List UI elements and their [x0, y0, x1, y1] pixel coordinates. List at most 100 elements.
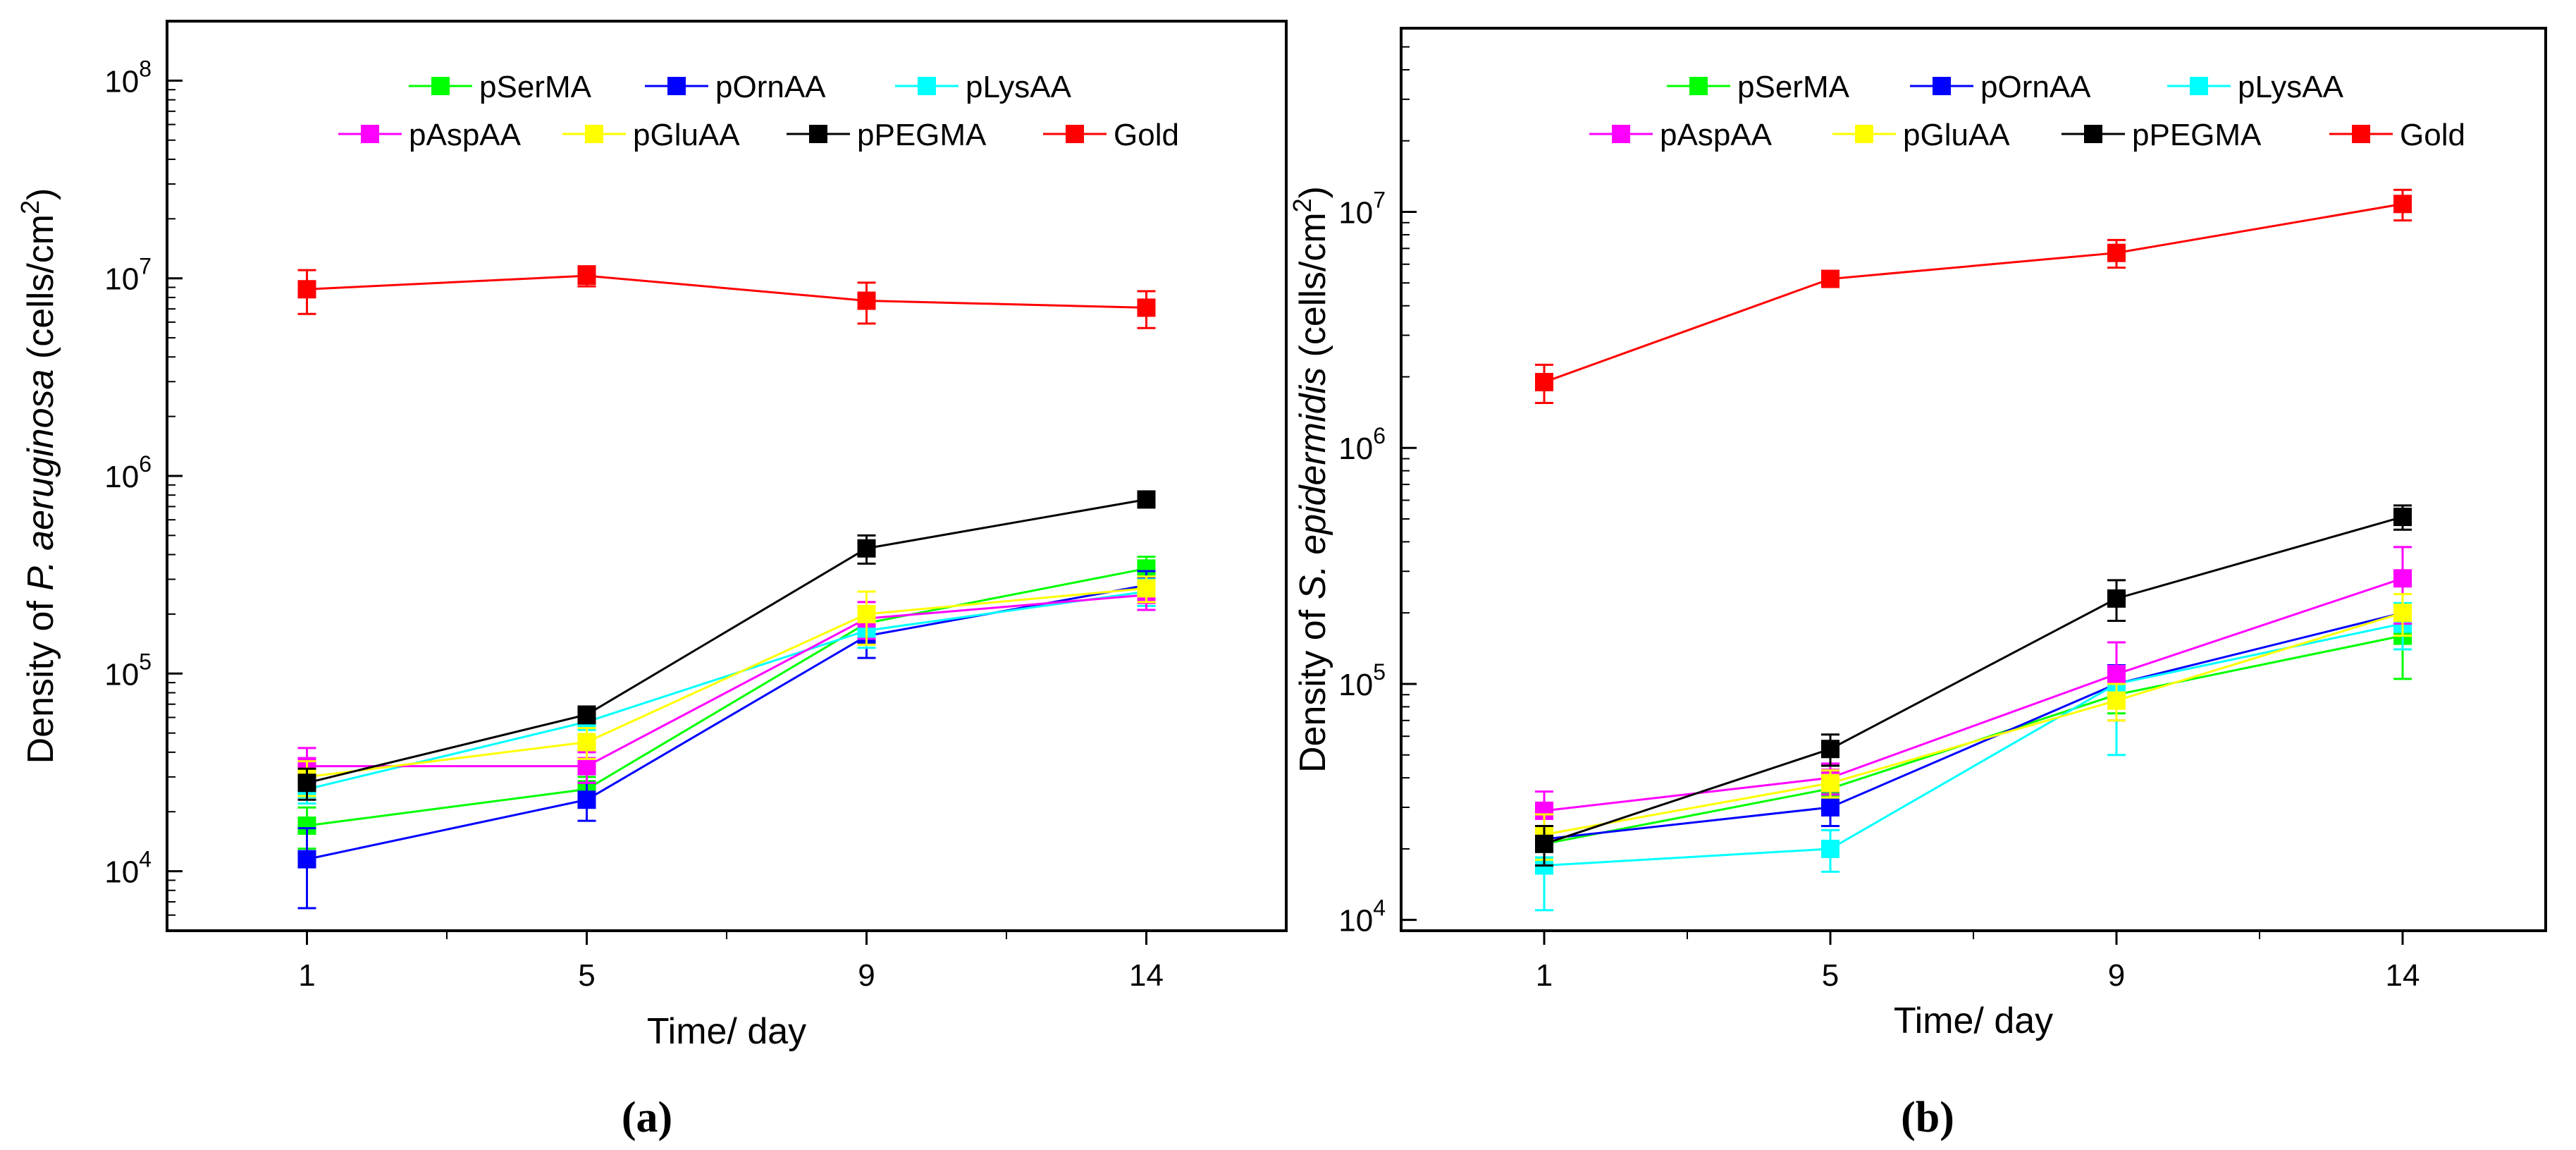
legend: pSerMA pOrnAA pLysAA pAspAA pGluAA pPEGMA Gold	[1589, 70, 2465, 152]
y-tick-label: 105	[104, 649, 152, 692]
series-line-pPEGMA	[307, 498, 1147, 784]
data-point-pPEGMA	[297, 773, 316, 793]
legend-label: pLysAA	[2238, 70, 2344, 104]
series-pPEGMA	[297, 490, 1156, 801]
legend: pSerMA pOrnAA pLysAA pAspAA pGluAA pPEGMA Gold	[338, 70, 1179, 152]
legend-marker	[2352, 125, 2370, 143]
data-point-pPEGMA	[2107, 589, 2126, 608]
legend-marker	[2084, 125, 2102, 143]
data-point-pGluAA	[1821, 773, 1839, 793]
x-tick-label: 14	[1129, 958, 1164, 993]
data-point-pAspAA	[2393, 569, 2412, 588]
legend-marker	[431, 77, 450, 95]
legend-marker	[1066, 125, 1084, 143]
series-pAspAA	[297, 581, 1156, 790]
legend-label: pPEGMA	[2132, 118, 2262, 152]
series-line-pAspAA	[1543, 577, 2403, 812]
x-tick-label: 1	[1536, 958, 1553, 993]
series-line-pSerMA	[307, 567, 1147, 827]
x-axis: 1 5 9 14	[298, 931, 1164, 993]
legend-marker	[585, 125, 603, 143]
series-line-pSerMA	[1543, 635, 2403, 845]
legend-marker	[361, 125, 379, 143]
series-pSerMA	[297, 556, 1156, 850]
data-point-Gold	[1535, 372, 1553, 391]
plot-frame	[1400, 27, 2547, 932]
data-point-Gold	[577, 267, 596, 286]
series-pAspAA	[1535, 546, 2412, 836]
data-point-pPEGMA	[2393, 508, 2412, 527]
x-axis: 1 5 9 14	[1536, 931, 2420, 993]
legend-marker	[809, 125, 827, 143]
series-line-pLysAA	[1543, 623, 2403, 867]
x-tick-label: 14	[2386, 958, 2420, 993]
series-pGluAA	[297, 575, 1156, 797]
legend-label: pSerMA	[1737, 70, 1850, 104]
legend-marker	[1689, 77, 1708, 95]
x-tick-label: 5	[1822, 958, 1839, 993]
plot-frame	[166, 20, 1288, 932]
legend-marker	[1855, 125, 1873, 143]
data-point-pAspAA	[2107, 665, 2126, 684]
data-point-pGluAA	[1137, 579, 1156, 598]
y-tick-label: 107	[1338, 187, 1386, 230]
series-line-pGluAA	[307, 587, 1147, 778]
legend-marker	[918, 77, 936, 95]
legend-label: pOrnAA	[1980, 70, 2091, 104]
series-line-pGluAA	[1543, 611, 2403, 836]
legend-label: pAspAA	[1660, 118, 1773, 152]
series-line-pOrnAA	[307, 584, 1147, 861]
data-point-Gold	[1137, 298, 1156, 317]
y-axis-title: Density of P. aeruginosa (cells/cm2)	[16, 188, 61, 764]
data-point-pPEGMA	[1821, 740, 1839, 759]
data-point-Gold	[1821, 269, 1839, 288]
y-axis: 104 105 106 107	[1338, 46, 1417, 938]
legend-label: Gold	[2400, 118, 2465, 152]
series-pGluAA	[1535, 593, 2412, 861]
data-point-Gold	[857, 291, 876, 310]
y-tick-label: 105	[1338, 659, 1386, 702]
series-line-pAspAA	[307, 594, 1147, 768]
x-tick-label: 9	[2108, 958, 2125, 993]
x-tick-label: 5	[578, 958, 595, 993]
legend-marker	[1933, 77, 1951, 95]
x-axis-title: Time/ day	[647, 1011, 806, 1052]
series-Gold	[1535, 188, 2412, 405]
series-pOrnAA	[297, 570, 1156, 910]
legend-label: pPEGMA	[857, 118, 987, 152]
panel-label: (a)	[622, 1094, 672, 1142]
data-point-pOrnAA	[577, 790, 596, 809]
data-point-pLysAA	[1821, 839, 1839, 858]
series-pPEGMA	[1535, 504, 2412, 867]
data-point-pAspAA	[577, 757, 596, 776]
data-point-pGluAA	[577, 733, 596, 752]
chart-panel-a: 104 105 106 107 108 1 5 9 14 Time/ day Density of …	[16, 20, 1288, 1142]
x-tick-label: 9	[858, 958, 875, 993]
y-tick-label: 106	[1338, 423, 1386, 466]
series-Gold	[297, 265, 1156, 329]
x-axis-title: Time/ day	[1894, 1001, 2053, 1041]
y-tick-label: 108	[104, 56, 152, 99]
data-point-pOrnAA	[1821, 797, 1839, 816]
y-axis-title: Density of S. epidermidis (cells/cm2)	[1288, 186, 1333, 773]
data-point-pGluAA	[2107, 691, 2126, 710]
data-point-Gold	[2107, 243, 2126, 262]
legend-marker	[1612, 125, 1630, 143]
x-tick-label: 1	[298, 958, 315, 993]
data-point-pPEGMA	[857, 539, 876, 558]
panel-label: (b)	[1901, 1094, 1954, 1142]
series-line-pOrnAA	[1543, 611, 2403, 840]
legend-label: pAspAA	[409, 118, 522, 152]
legend-label: pGluAA	[1903, 118, 2010, 152]
y-tick-label: 104	[1338, 895, 1386, 938]
legend-label: pSerMA	[479, 70, 592, 104]
data-point-Gold	[297, 280, 316, 299]
y-tick-label: 107	[104, 254, 152, 297]
series-line-Gold	[307, 274, 1147, 309]
series-line-Gold	[1543, 202, 2403, 384]
chart-panel-b: 104 105 106 107 1 5 9 14 Time/ day Density of S. …	[1288, 27, 2547, 1142]
y-tick-label: 106	[104, 451, 152, 494]
legend-label: Gold	[1114, 118, 1179, 152]
legend-marker	[2190, 77, 2208, 95]
